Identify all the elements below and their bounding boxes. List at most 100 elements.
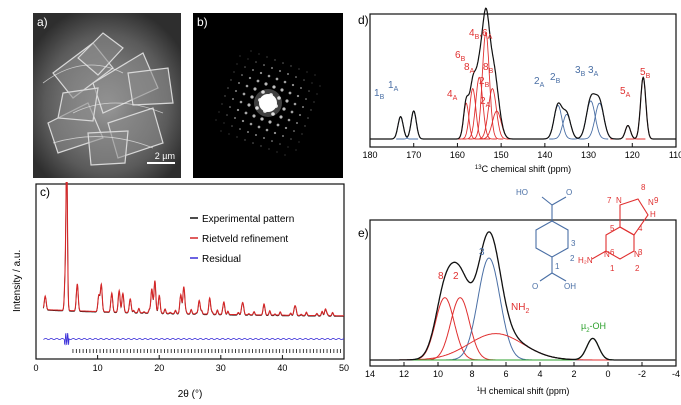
struct1-o-top: O (566, 188, 572, 197)
peak-label-8: 8 (438, 271, 444, 282)
diffraction-spot (260, 117, 264, 121)
13c-xlabel: 13C chemical shift (ppm) (475, 164, 571, 174)
diffraction-spot (295, 121, 299, 125)
legend-experimental: Experimental pattern (202, 214, 294, 225)
diffraction-spot (282, 107, 286, 111)
1h-xtick-label: 4 (537, 369, 542, 379)
panel-e-1h-nmr: e) 14 12 10 8 6 4 2 0 -2 -4 8 2 3 NH2 µ2-OH HO O … (352, 175, 681, 400)
13c-annotation: 8A (464, 62, 475, 75)
1h-xtick-label: 6 (503, 369, 508, 379)
xrd-xtick-label: 50 (339, 363, 349, 373)
13c-annotation: 6B (455, 50, 466, 63)
xrd-ylabel: Intensity / a.u. (12, 250, 23, 312)
diffraction-spot (298, 141, 300, 143)
panel-e-label: e) (358, 226, 369, 240)
panel-d-13c-nmr: d) 180 170 160 150 140 130 120 110 1B 1A 4B,6A 6B 8… (352, 0, 681, 175)
diffraction-spot (319, 85, 321, 87)
diffraction-spot (230, 79, 232, 81)
diffraction-spot (277, 96, 281, 100)
diffraction-spot (313, 101, 315, 103)
diffraction-spot (298, 68, 300, 70)
xrd-chart: c) Intensity / a.u. 2θ (°) 0 10 20 30 40 50 E… (12, 158, 349, 400)
diffraction-spot (223, 122, 225, 124)
diffraction-spot (242, 92, 246, 96)
diffraction-spot (265, 128, 269, 132)
diffraction-spot (231, 97, 235, 101)
diffraction-spot (257, 125, 261, 129)
diffraction-spot (271, 112, 275, 116)
diffraction-spot (253, 87, 257, 91)
13c-annotation: 3B (575, 65, 586, 78)
struct2-N-d: N (604, 250, 610, 259)
13c-annotation: 2B (479, 76, 490, 89)
13c-annotation: 2A (534, 76, 545, 89)
diffraction-spot (227, 87, 229, 89)
13c-component-line (396, 110, 432, 140)
diffraction-spot (246, 130, 250, 134)
13c-annotation: 2A (480, 96, 491, 109)
diffraction-spot (263, 64, 265, 66)
struct2-N-c: N (634, 250, 640, 259)
panel-a-label: a) (37, 15, 48, 29)
diffraction-spot (286, 72, 290, 76)
diffraction-spot (284, 126, 288, 130)
diffraction-spot (295, 149, 297, 151)
diffraction-spot (260, 145, 262, 147)
struct1-ho: HO (516, 188, 528, 197)
diffraction-spot (272, 85, 276, 89)
xrd-residual-line (43, 332, 345, 346)
xrd-experimental-line (43, 159, 344, 317)
diffraction-spot (268, 148, 270, 150)
struct2-N-b: N (648, 198, 654, 207)
diffraction-spot (310, 109, 312, 111)
legend-rietveld: Rietveld refinement (202, 234, 288, 245)
diffraction-spot (241, 119, 245, 123)
13c-xtick-label: 140 (537, 150, 552, 160)
struct2-n8: 8 (641, 183, 646, 192)
diffraction-spot (252, 114, 256, 118)
diffraction-spot (252, 69, 254, 71)
scalebar-line (147, 162, 175, 164)
diffraction-spot (273, 131, 277, 135)
1h-xtick-label: 14 (365, 369, 375, 379)
diffraction-spot (300, 87, 302, 89)
diffraction-spot (258, 98, 262, 102)
diffraction-spot (283, 80, 287, 84)
struct2-n7: 7 (607, 196, 612, 205)
diffraction-spot (236, 136, 238, 138)
13c-xtick-label: 160 (450, 150, 465, 160)
diffraction-spot (233, 71, 235, 73)
diffraction-spot (255, 61, 257, 63)
diffraction-spot (268, 120, 272, 124)
diffraction-spot (282, 135, 284, 137)
diffraction-spot (256, 79, 260, 83)
13c-xtick-label: 120 (625, 150, 640, 160)
diffraction-spot (218, 111, 220, 113)
panel-d-label: d) (358, 13, 369, 27)
1h-xtick-label: 12 (399, 369, 409, 379)
sem-texture (33, 13, 181, 178)
1h-xtick-label: 0 (605, 369, 610, 379)
legend-residual: Residual (202, 254, 241, 265)
diffraction-spot (247, 58, 249, 60)
struct2-n2: 2 (635, 264, 640, 273)
13c-component-line (468, 31, 504, 140)
diffraction-spot (239, 55, 241, 57)
diffraction-spot (234, 117, 236, 119)
diffraction-spot (228, 133, 230, 135)
struct1-n1: 1 (555, 262, 560, 271)
diffraction-spot (290, 65, 292, 67)
diffraction-spot (220, 130, 222, 132)
diffraction-spot (287, 118, 291, 122)
13c-component-line (625, 76, 661, 140)
1h-xtick-label: -2 (638, 369, 646, 379)
1h-nmr-chart: e) 14 12 10 8 6 4 2 0 -2 -4 8 2 3 NH2 µ2-OH HO O … (358, 183, 680, 396)
struct2-n3: 3 (638, 248, 643, 257)
13c-annotation: 5B (640, 67, 651, 80)
terephthalic-acid-structure (535, 196, 569, 282)
struct2-n5: 5 (610, 224, 615, 233)
diffraction-spot (229, 106, 231, 108)
peak-label-nh2: NH2 (511, 302, 529, 315)
diffraction-spot (255, 106, 259, 110)
diffraction-spot (280, 88, 284, 92)
